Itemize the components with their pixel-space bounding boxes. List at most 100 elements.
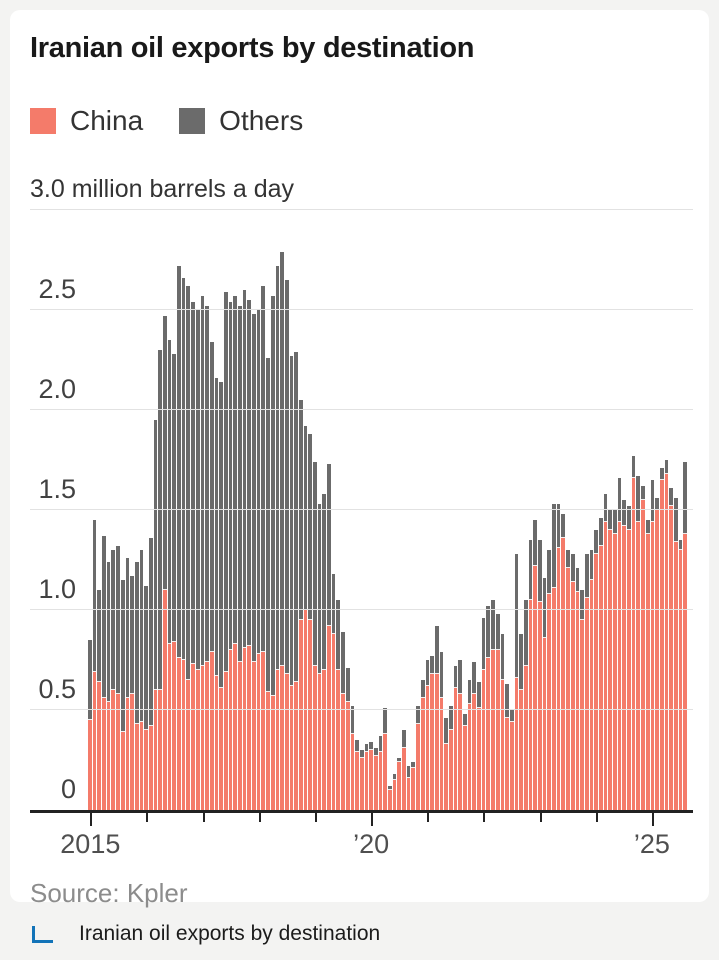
bar <box>313 462 317 810</box>
bar-segment-china <box>369 750 373 810</box>
bar <box>673 498 678 810</box>
bar-segment-others <box>584 554 589 598</box>
bar-segment-china <box>486 658 491 810</box>
bar <box>266 358 270 810</box>
bar <box>416 706 420 810</box>
bar-segment-china <box>500 680 505 810</box>
bar-segment-china <box>256 654 261 810</box>
bar-segment-others <box>594 530 598 554</box>
legend-item-china: China <box>30 105 143 137</box>
bar <box>280 252 284 810</box>
bar-segment-others <box>552 504 556 588</box>
bar-segment-china <box>678 550 683 810</box>
bar-segment-others <box>270 296 275 696</box>
bar <box>542 578 547 810</box>
bar-segment-china <box>561 538 566 810</box>
bar-segment-others <box>458 660 462 694</box>
bar-segment-china <box>336 670 341 810</box>
bar-segment-china <box>636 522 641 810</box>
bar <box>659 468 664 810</box>
bar <box>669 488 673 810</box>
bar <box>641 486 645 810</box>
bar-segment-others <box>172 354 177 642</box>
bar-segment-others <box>411 762 416 768</box>
bar <box>327 464 331 810</box>
bar-segment-china <box>528 600 533 810</box>
bar-segment-china <box>523 666 528 810</box>
bar-segment-others <box>570 554 575 582</box>
bar-segment-others <box>500 634 505 680</box>
bar-segment-others <box>134 562 139 724</box>
bar <box>523 600 528 810</box>
bar-segment-china <box>134 724 139 810</box>
china-swatch-icon <box>30 108 56 134</box>
bar-segment-china <box>542 638 547 810</box>
bar-segment-others <box>364 744 369 752</box>
bar-segment-others <box>313 462 317 666</box>
bar <box>528 540 533 810</box>
bar-segment-china <box>505 718 509 810</box>
bar-segment-others <box>280 252 284 666</box>
bar <box>509 710 514 810</box>
bar <box>486 606 491 810</box>
bar <box>594 530 598 810</box>
bar-segment-others <box>659 468 664 480</box>
bar <box>430 656 434 810</box>
bar-segment-others <box>223 292 228 672</box>
bar <box>317 504 322 810</box>
bar <box>195 310 200 810</box>
bar <box>402 730 406 810</box>
x-axis: 2015 ’20 ’25 <box>30 810 693 859</box>
bar-segment-others <box>542 578 547 638</box>
bar-segment-china <box>186 680 191 810</box>
bar <box>434 626 439 810</box>
bar-segment-china <box>172 642 177 810</box>
bar-segment-others <box>678 540 683 550</box>
bar-segment-others <box>388 786 392 790</box>
bar <box>205 306 209 810</box>
bar-segment-china <box>411 768 416 810</box>
bar <box>664 460 669 810</box>
bar-segment-china <box>397 762 402 810</box>
bar <box>617 478 622 810</box>
bar-segment-others <box>219 382 223 688</box>
bar-segment-others <box>636 476 641 522</box>
bar <box>388 786 392 810</box>
bar-segment-china <box>402 748 406 810</box>
bar-segment-china <box>594 554 598 810</box>
bar-segment-china <box>477 708 481 810</box>
bar <box>308 434 312 810</box>
bar-segment-others <box>420 680 425 698</box>
bar <box>584 554 589 810</box>
bar-segment-others <box>369 742 373 750</box>
legend-label-others: Others <box>219 105 304 136</box>
bar-segment-china <box>327 626 331 810</box>
bar-segment-others <box>514 554 519 678</box>
bar <box>303 426 308 810</box>
bar-segment-china <box>425 686 430 810</box>
bar-segment-others <box>650 480 655 522</box>
bar-segment-others <box>406 766 411 778</box>
bar-segment-china <box>514 678 519 810</box>
x-axis-tick <box>258 813 261 822</box>
bar-segment-china <box>261 652 266 810</box>
bar <box>191 302 195 810</box>
bar <box>289 356 294 810</box>
bar-segment-others <box>425 660 430 686</box>
bar <box>519 634 523 810</box>
bar-segment-china <box>284 674 289 810</box>
bar-segment-china <box>467 704 472 810</box>
bar <box>397 758 402 810</box>
bar-segment-others <box>331 574 336 634</box>
bar-segment-china <box>92 672 97 810</box>
bar <box>627 506 631 810</box>
bar-segment-others <box>566 550 570 568</box>
bar <box>500 634 505 810</box>
bar-segment-others <box>181 278 186 660</box>
bar-segment-others <box>233 296 237 644</box>
bar <box>453 666 458 810</box>
bar-segment-others <box>631 456 636 478</box>
source-text: Source: Kpler <box>30 878 188 908</box>
bar-segment-china <box>163 590 167 810</box>
bar-segment-china <box>631 478 636 810</box>
